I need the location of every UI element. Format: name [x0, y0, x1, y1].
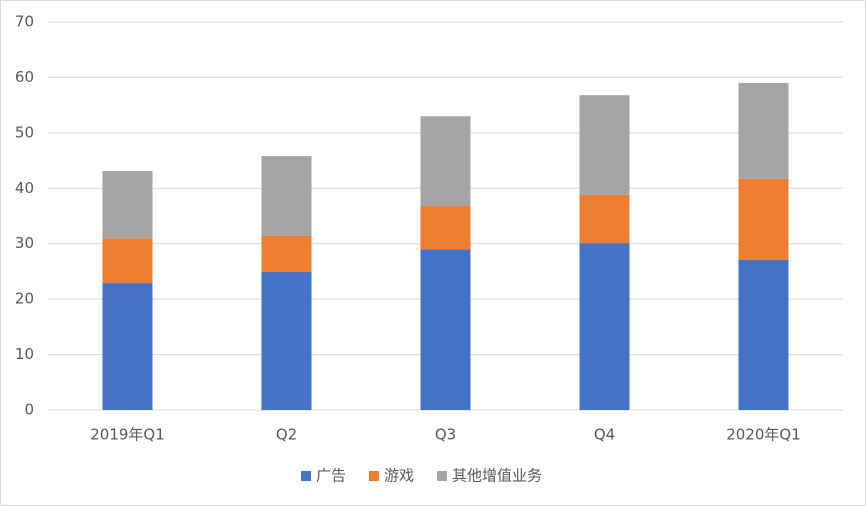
y-tick-label: 20 [15, 290, 34, 308]
legend-label: 游戏 [384, 467, 414, 485]
bar-segment [738, 259, 789, 410]
x-tick-label: 2019年Q1 [90, 426, 165, 444]
bar-segment [738, 82, 789, 179]
bar-segment [102, 238, 153, 284]
bar-segment [738, 178, 789, 260]
x-tick-label: Q4 [594, 426, 615, 444]
y-tick-label: 70 [15, 13, 34, 31]
bar-segment [579, 194, 630, 244]
bar-segment [261, 235, 312, 272]
legend-label: 广告 [316, 467, 346, 485]
legend-label: 其他增值业务 [452, 467, 542, 485]
bar-segment [579, 243, 630, 410]
y-tick-label: 0 [24, 401, 34, 419]
legend-swatch [369, 471, 379, 481]
bar-segment [420, 249, 471, 410]
bar-segment [579, 95, 630, 195]
legend-swatch [437, 471, 447, 481]
y-tick-label: 30 [15, 234, 34, 252]
bar-segment [102, 171, 153, 239]
bar-segment [420, 206, 471, 250]
legend-swatch [301, 471, 311, 481]
y-tick-label: 50 [15, 123, 34, 141]
y-tick-label: 10 [15, 345, 34, 363]
bar-segment [261, 271, 312, 410]
y-tick-label: 60 [15, 68, 34, 86]
x-tick-label: 2020年Q1 [726, 426, 801, 444]
bar-segment [261, 156, 312, 236]
x-tick-label: Q3 [435, 426, 456, 444]
x-tick-label: Q2 [276, 426, 297, 444]
bar-segment [420, 116, 471, 207]
bar-segment [102, 283, 153, 410]
y-tick-label: 40 [15, 179, 34, 197]
